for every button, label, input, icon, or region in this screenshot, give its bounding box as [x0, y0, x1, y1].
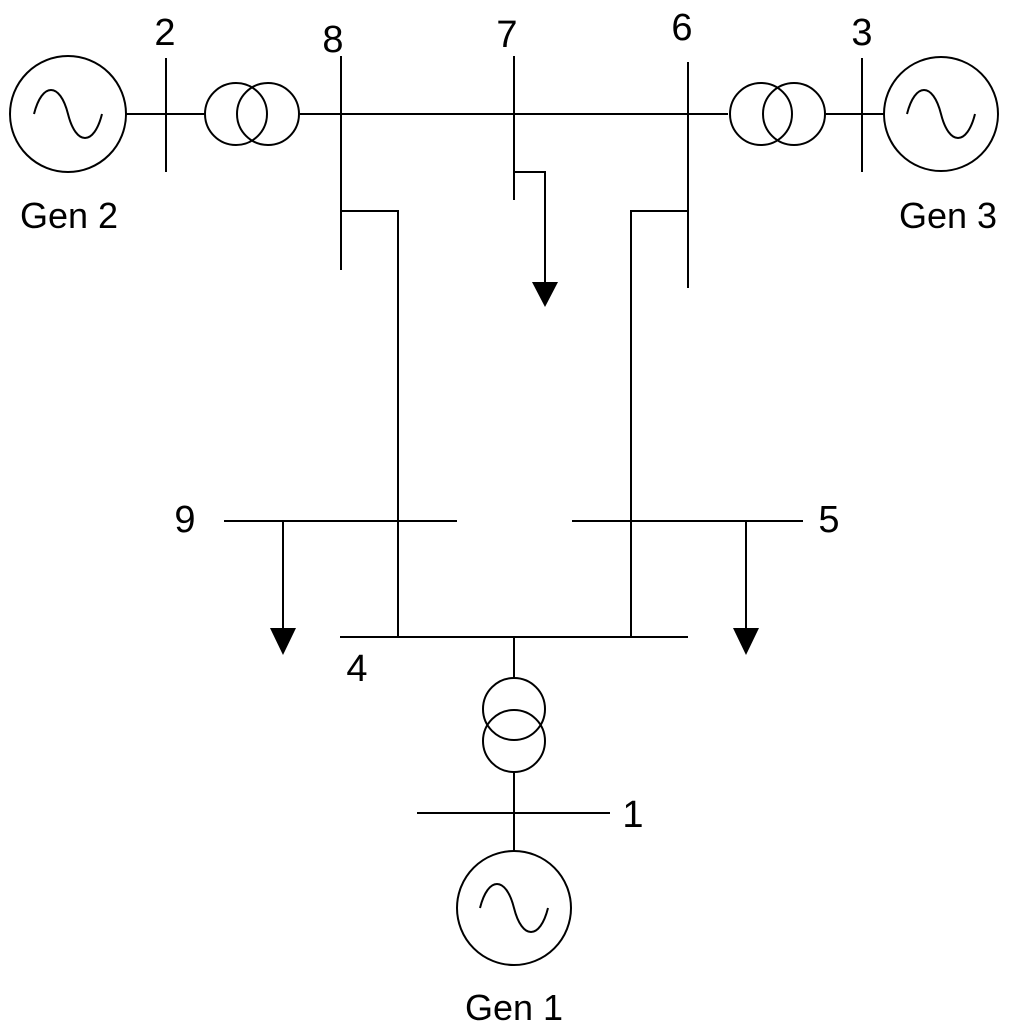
gen2-sine-icon	[33, 89, 103, 139]
load-7-arrow	[532, 282, 558, 307]
bus-9-label: 9	[174, 499, 195, 541]
bus-7-label: 7	[496, 14, 517, 56]
gen3-sine-icon	[906, 89, 976, 139]
load-5-arrow	[733, 628, 759, 655]
bus-2-label: 2	[154, 12, 175, 54]
bus-1-label: 1	[622, 794, 643, 836]
gen1-symbol	[456, 850, 572, 966]
load-9-arrow	[270, 628, 296, 655]
line-6-5	[630, 210, 688, 637]
bus-3-label: 3	[851, 12, 872, 54]
load-7-feeder	[514, 171, 546, 284]
transformer-2-8-winding-b	[236, 82, 300, 146]
transformer-3-6-winding-a	[729, 82, 793, 146]
gen3-label: Gen 3	[899, 195, 997, 236]
bus-6-label: 6	[671, 7, 692, 49]
gen2-label: Gen 2	[20, 195, 118, 236]
bus-5-label: 5	[818, 499, 839, 541]
bus-8-label: 8	[322, 19, 343, 61]
transformer-2-8-winding-a	[204, 82, 268, 146]
transformer-1-4-winding-a	[482, 677, 546, 741]
transformer-3-6-winding-b	[762, 82, 826, 146]
gen1-sine-icon	[479, 883, 549, 933]
bus-4-label: 4	[346, 648, 367, 690]
line-8-9	[341, 210, 399, 637]
gen1-label: Gen 1	[465, 987, 563, 1028]
